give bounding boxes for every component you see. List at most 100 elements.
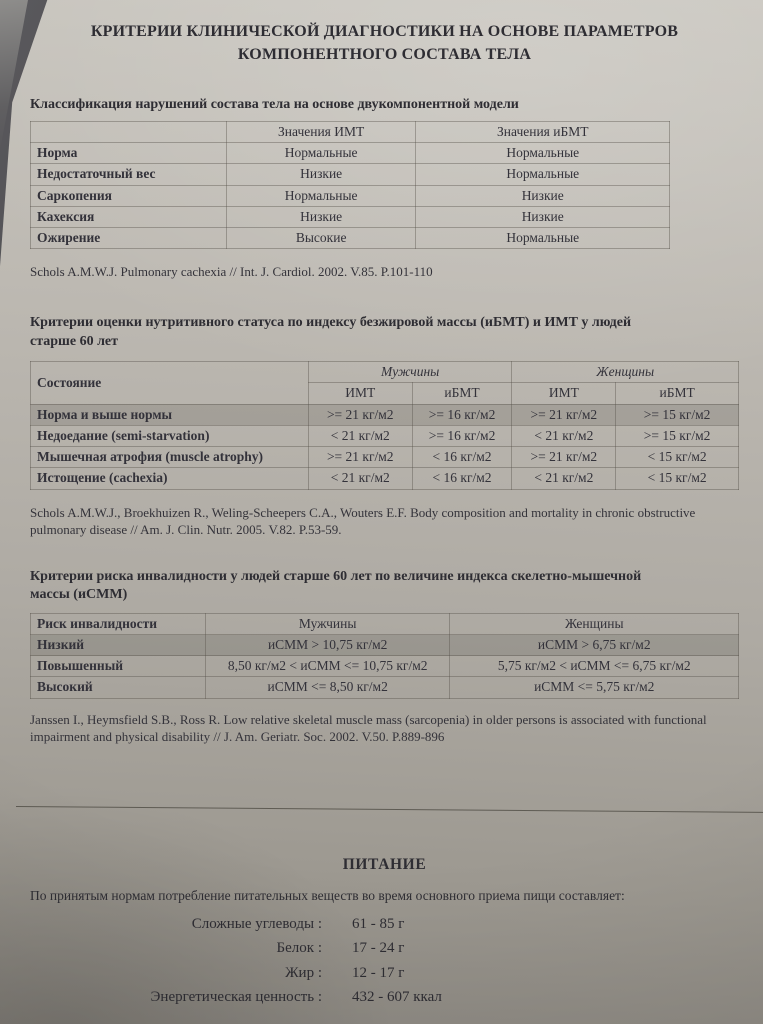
table-subheader-row: ИМТ иБМТ ИМТ иБМТ (31, 382, 739, 405)
citation-schols-2005: Schols A.M.W.J., Broekhuizen R., Weling-… (30, 504, 696, 537)
cell-value: >= 21 кг/м2 (307, 446, 413, 469)
table-row: Ожирение Высокие Нормальные (30, 226, 670, 250)
column-subheader: иБМТ (615, 382, 739, 405)
nutrition-row: Белок : 17 - 24 г (30, 936, 739, 960)
cell-value: Низкие (225, 205, 417, 228)
section-divider (16, 806, 763, 813)
cell-value: иСММ <= 5,75 кг/м2 (449, 676, 739, 699)
cell-value: < 21 кг/м2 (307, 424, 413, 448)
table-header-row: Риск инвалидности Мужчины Женщины (30, 612, 739, 636)
cell-value: Низкие (415, 205, 670, 228)
section2-heading-line2: старше 60 лет (30, 333, 119, 349)
cell-value: < 16 кг/м2 (411, 467, 513, 490)
section2-heading-line1: Критерии оценки нутритивного статуса по … (30, 315, 632, 331)
row-label: Низкий (30, 634, 206, 657)
cell-value: Низкие (415, 184, 670, 207)
column-header-women: Женщины (449, 612, 739, 636)
nutrition-list: Сложные углеводы : 61 - 85 г Белок : 17 … (30, 912, 739, 1009)
table-row: Низкий иСММ > 10,75 кг/м2 иСММ > 6,75 кг… (30, 634, 739, 657)
table-row: Норма и выше нормы >= 21 кг/м2 >= 16 кг/… (30, 403, 739, 426)
table-row: Норма Нормальные Нормальные (30, 142, 670, 165)
cell-value: Нормальные (415, 142, 670, 165)
table-row: Повышенный 8,50 кг/м2 < иСММ <= 10,75 кг… (30, 655, 739, 678)
nutrition-value: 17 - 24 г (352, 940, 405, 957)
section3-heading: Критерии риска инвалидности у людей стар… (30, 568, 739, 605)
nutritional-status-table: Состояние Мужчины Женщины ИМТ иБМТ ИМТ и… (30, 361, 739, 490)
table-row: Истощение (cachexia) < 21 кг/м2 < 16 кг/… (30, 467, 739, 490)
cell-value: >= 16 кг/м2 (411, 403, 513, 426)
row-label: Высокий (30, 676, 206, 699)
cell-value: >= 15 кг/м2 (615, 424, 739, 448)
cell-value: иСММ > 6,75 кг/м2 (449, 634, 739, 657)
cell-value: >= 16 кг/м2 (411, 424, 513, 448)
cell-value: иСММ > 10,75 кг/м2 (204, 634, 451, 657)
cell-value: >= 21 кг/м2 (511, 403, 617, 426)
cell-value: 8,50 кг/м2 < иСММ <= 10,75 кг/м2 (204, 655, 451, 678)
cell-value: >= 21 кг/м2 (307, 403, 413, 426)
column-subheader: иБМТ (411, 382, 513, 405)
cell-value: < 15 кг/м2 (615, 446, 739, 469)
row-label: Истощение (cachexia) (30, 467, 309, 490)
table-row: Саркопения Нормальные Низкие (30, 184, 670, 207)
table-row: Мышечная атрофия (muscle atrophy) >= 21 … (30, 446, 739, 469)
nutrition-value: 61 - 85 г (352, 916, 405, 932)
cell-value: Нормальные (225, 142, 417, 165)
disability-risk-table: Риск инвалидности Мужчины Женщины Низкий… (30, 612, 739, 699)
column-header: Риск инвалидности (30, 612, 206, 636)
section3-heading-line2: массы (иСММ) (30, 587, 128, 603)
page-title-line2: КОМПОНЕНТНОГО СОСТАВА ТЕЛА (237, 46, 532, 64)
column-header (30, 120, 227, 144)
citation-schols-2002: Schols A.M.W.J. Pulmonary cachexia // In… (30, 264, 433, 280)
cell-value: Нормальные (415, 226, 670, 250)
bmi-two-component-table: Значения ИМТ Значения иБМТ Норма Нормаль… (30, 120, 670, 250)
column-subheader: ИМТ (511, 382, 617, 405)
row-label: Недостаточный вес (30, 163, 227, 186)
column-subheader: ИМТ (307, 382, 413, 405)
row-label: Мышечная атрофия (muscle atrophy) (30, 446, 309, 469)
group-header-men: Мужчины (307, 361, 513, 384)
cell-value: >= 15 кг/м2 (615, 403, 739, 426)
nutrition-label: Жир : (285, 964, 322, 981)
section1-heading: Классификация нарушений состава тела на … (30, 97, 519, 113)
cell-value: < 16 кг/м2 (411, 446, 513, 469)
table-row: Недоедание (semi-starvation) < 21 кг/м2 … (30, 424, 739, 448)
section3-heading-line1: Критерии риска инвалидности у людей стар… (30, 568, 642, 584)
row-label: Норма (30, 142, 227, 165)
cell-value: < 15 кг/м2 (615, 467, 739, 490)
row-label: Норма и выше нормы (30, 403, 309, 426)
section2-heading: Критерии оценки нутритивного статуса по … (30, 314, 739, 351)
page-title-line1: КРИТЕРИИ КЛИНИЧЕСКОЙ ДИАГНОСТИКИ НА ОСНО… (90, 23, 679, 40)
column-header: Состояние (30, 361, 309, 405)
page-title: КРИТЕРИИ КЛИНИЧЕСКОЙ ДИАГНОСТИКИ НА ОСНО… (30, 20, 739, 66)
group-header-women: Женщины (511, 361, 739, 384)
cell-value: < 21 кг/м2 (307, 467, 413, 490)
nutrition-heading: ПИТАНИЕ (342, 856, 427, 873)
nutrition-label: Сложные углеводы : (191, 916, 322, 932)
table-header-row: Состояние Мужчины Женщины (30, 361, 739, 405)
column-header: Значения иБМТ (415, 120, 670, 144)
nutrition-label: Белок : (276, 940, 322, 957)
cell-value: >= 21 кг/м2 (511, 446, 617, 469)
nutrition-value: 432 - 607 ккал (352, 988, 442, 1005)
nutrition-row: Энергетическая ценность : 432 - 607 ккал (30, 985, 739, 1009)
table-row: Недостаточный вес Низкие Нормальные (30, 163, 670, 186)
cell-value: Нормальные (225, 184, 417, 207)
nutrition-label: Энергетическая ценность : (150, 988, 322, 1005)
cell-value: Низкие (225, 163, 417, 186)
table-row: Высокий иСММ <= 8,50 кг/м2 иСММ <= 5,75 … (30, 676, 739, 699)
nutrition-intro: По принятым нормам потребление питательн… (30, 888, 625, 903)
column-header-men: Мужчины (204, 612, 451, 636)
table-row: Кахексия Низкие Низкие (30, 205, 670, 228)
row-label: Повышенный (30, 655, 206, 678)
cell-value: 5,75 кг/м2 < иСММ <= 6,75 кг/м2 (449, 655, 739, 678)
nutrition-value: 12 - 17 г (352, 964, 405, 981)
row-label: Саркопения (30, 184, 227, 207)
citation-janssen-2002: Janssen I., Heymsfield S.B., Ross R. Low… (30, 711, 707, 744)
row-label: Недоедание (semi-starvation) (30, 424, 309, 448)
cell-value: Нормальные (415, 163, 670, 186)
cell-value: < 21 кг/м2 (511, 424, 617, 448)
table-header-row: Значения ИМТ Значения иБМТ (30, 120, 670, 144)
